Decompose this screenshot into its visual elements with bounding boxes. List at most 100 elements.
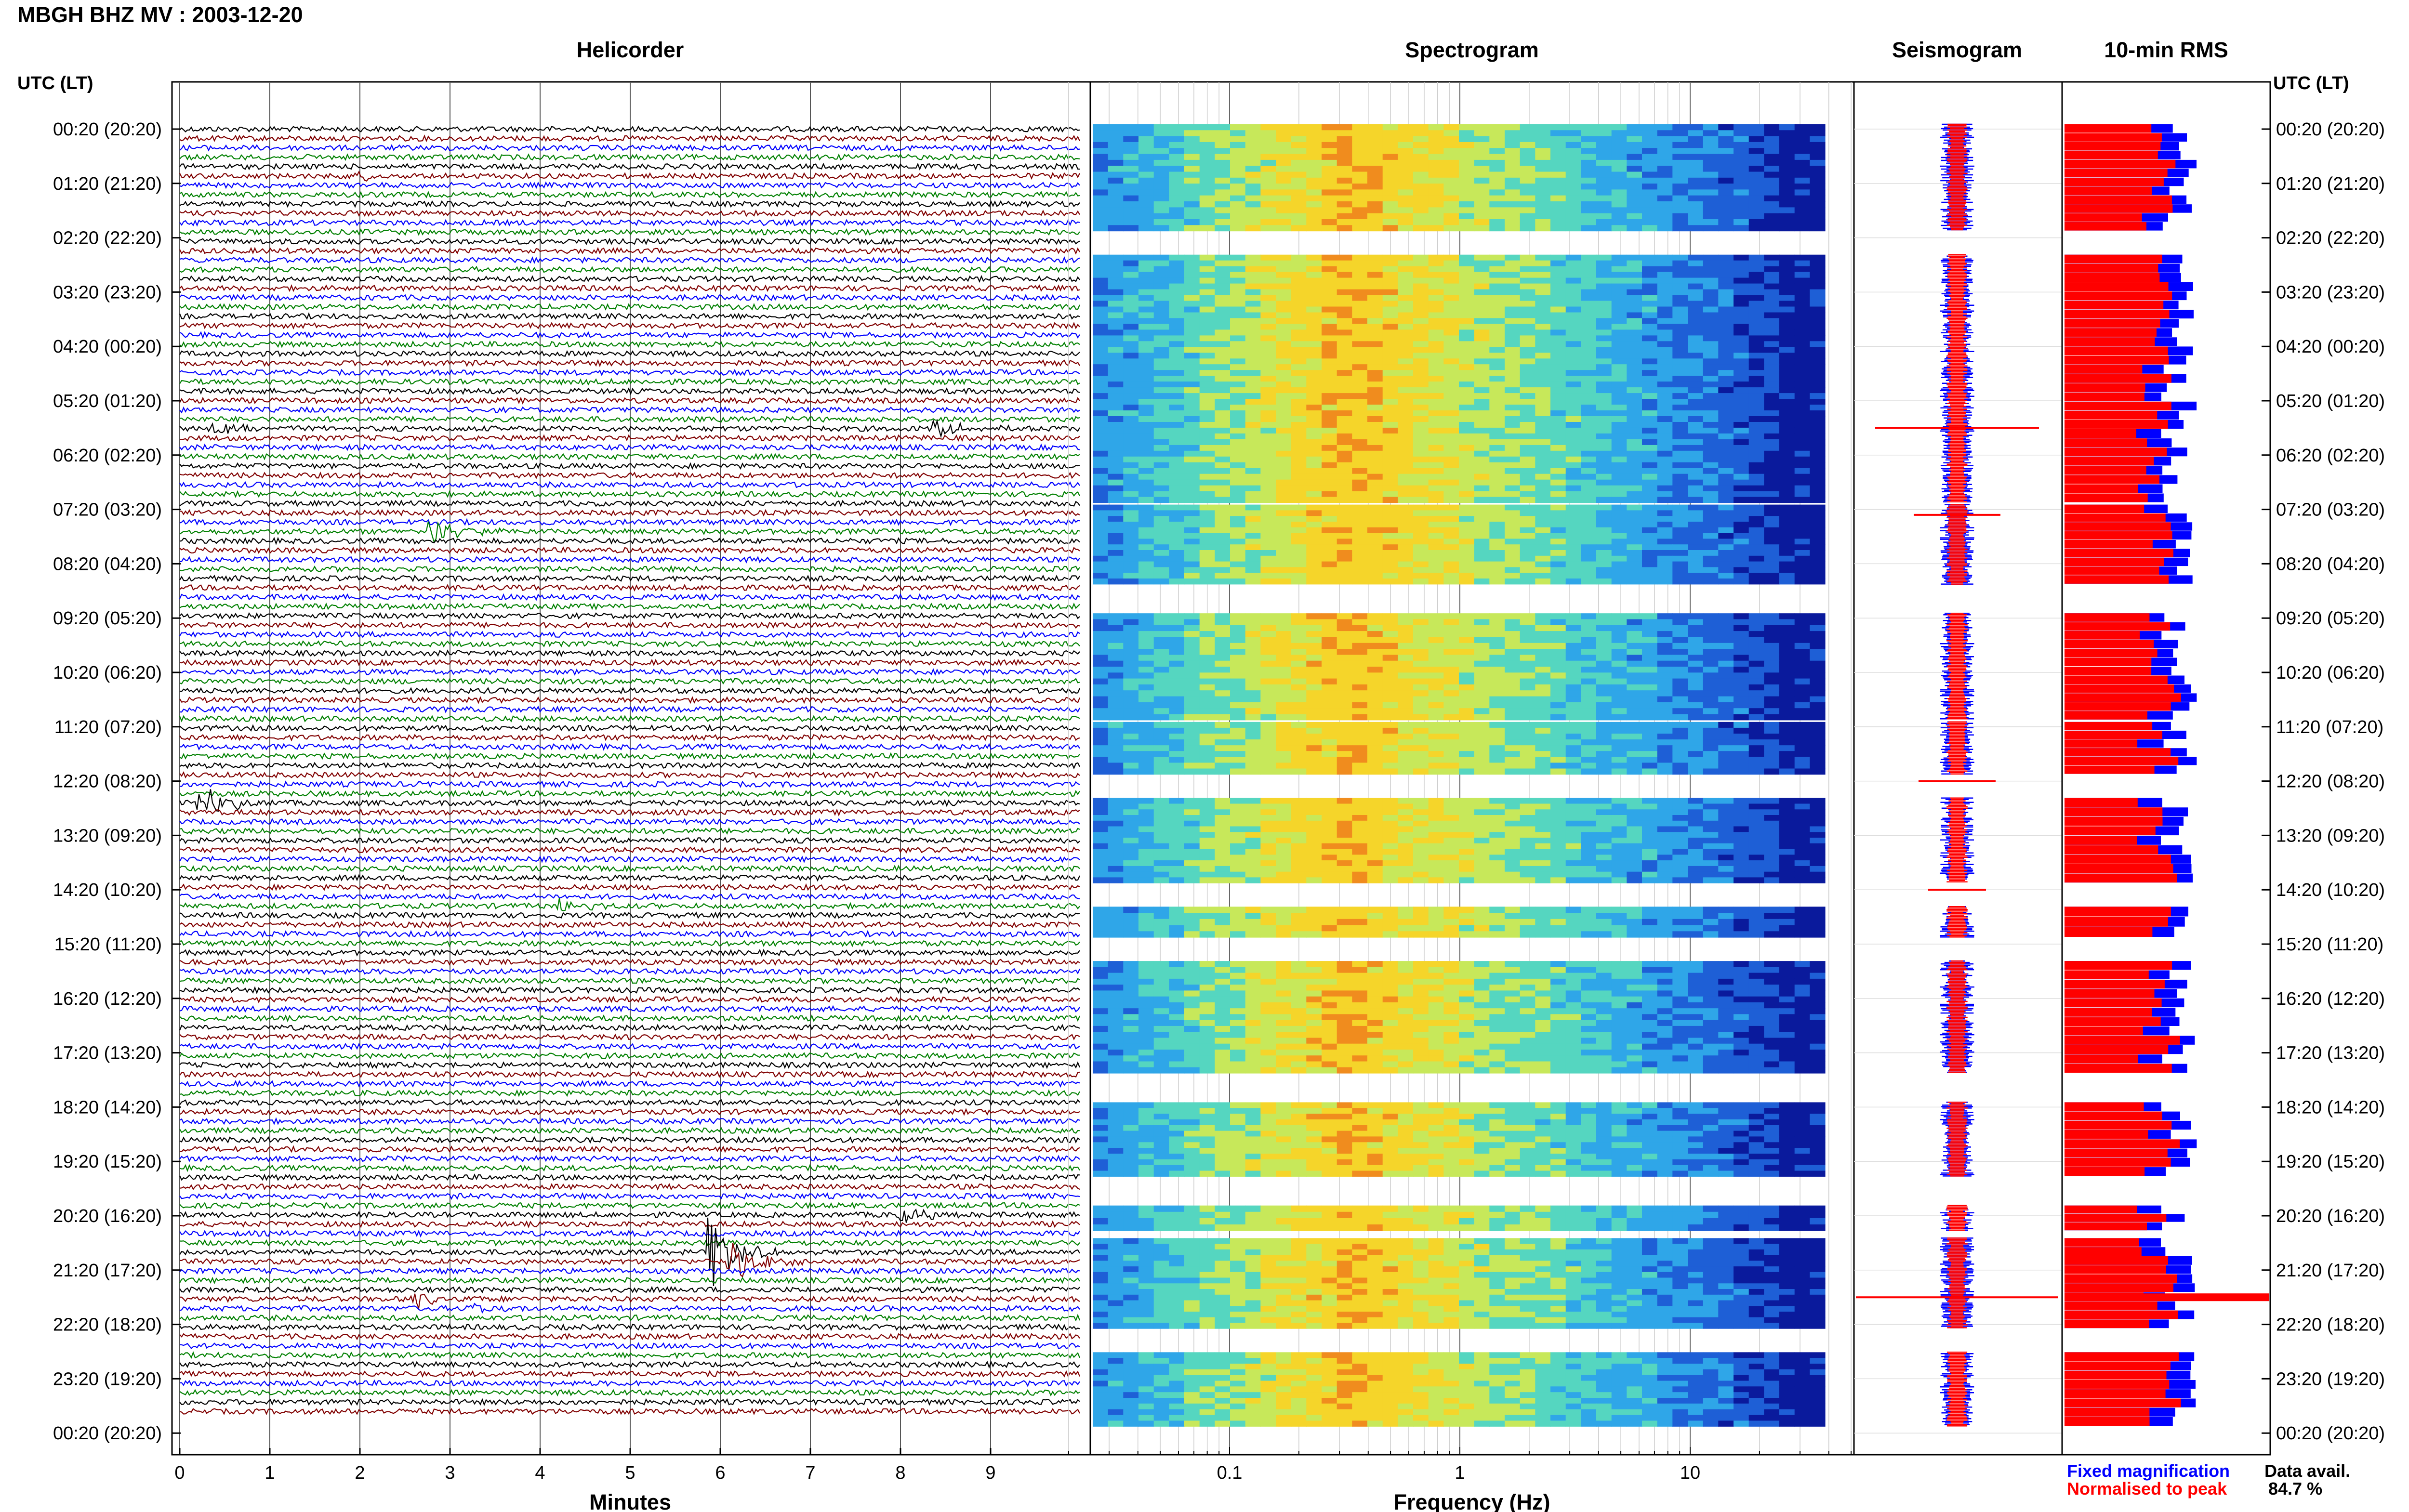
spectrogram-cell — [1398, 148, 1414, 155]
spectrogram-cell — [1535, 544, 1551, 551]
spectrogram-cell — [1779, 272, 1795, 278]
spectrogram-cell — [1306, 353, 1322, 359]
helicorder-trace — [179, 977, 1080, 985]
spectrogram-cell — [1764, 722, 1780, 728]
spectrogram-cell — [1535, 567, 1551, 573]
spectrogram-cell — [1703, 479, 1719, 486]
spectrogram-cell — [1230, 393, 1246, 399]
spectrogram-cell — [1169, 462, 1185, 469]
spectrogram-cell — [1291, 649, 1307, 655]
spectrogram-cell — [1245, 277, 1261, 284]
spectrogram-cell — [1642, 353, 1658, 359]
spectrogram-cell — [1367, 266, 1383, 273]
spectrogram-cell — [1306, 189, 1322, 196]
spectrogram-cell — [1245, 504, 1261, 511]
spectrogram-cell — [1459, 427, 1475, 434]
spectrogram-cell — [1291, 539, 1307, 545]
spectrogram-cell — [1581, 497, 1597, 503]
spectrogram-cell — [1138, 544, 1154, 551]
spectrogram-cell — [1306, 219, 1322, 225]
spectrogram-cell — [1138, 672, 1154, 679]
spectrogram-cell — [1550, 485, 1566, 492]
spectrogram-cell — [1581, 422, 1597, 428]
spectrogram-cell — [1230, 473, 1246, 480]
spectrogram-cell — [1215, 655, 1231, 661]
spectrogram-cell — [1260, 573, 1276, 579]
helicorder-trace — [179, 171, 1080, 182]
spectrogram-cell — [1520, 335, 1535, 342]
spectrogram-cell — [1428, 329, 1444, 336]
helicorder-trace — [179, 612, 1080, 620]
spectrogram-cell — [1474, 376, 1490, 382]
spectrogram-cell — [1123, 381, 1139, 388]
spectrogram-cell — [1611, 219, 1627, 225]
spectrogram-cell — [1734, 672, 1749, 679]
spectrogram-cell — [1627, 544, 1642, 551]
spectrogram-cell — [1169, 527, 1185, 534]
spectrogram-cell — [1550, 714, 1566, 721]
spectrogram-cell — [1108, 159, 1124, 166]
spectrogram-cell — [1581, 613, 1597, 620]
spectrogram-cell — [1413, 727, 1429, 734]
spectrogram-cell — [1718, 136, 1734, 143]
spectrogram-cell — [1230, 364, 1246, 370]
spectrogram-cell — [1245, 445, 1261, 451]
spectrogram-cell — [1779, 422, 1795, 428]
spectrogram-cell — [1535, 573, 1551, 579]
spectrogram-cell — [1703, 335, 1719, 342]
spectrogram-cell — [1565, 254, 1581, 261]
spectrogram-cell — [1535, 722, 1551, 728]
spectrogram-cell — [1794, 376, 1810, 382]
spectrogram-cell — [1764, 745, 1780, 751]
spectrogram-cell — [1443, 533, 1459, 539]
spectrogram-cell — [1596, 177, 1612, 184]
spectrogram-cell — [1489, 427, 1505, 434]
spectrogram-cell — [1367, 637, 1383, 644]
spectrogram-cell — [1138, 722, 1154, 728]
spectrogram-cell — [1153, 504, 1169, 511]
spectrogram-cell — [1123, 522, 1139, 528]
helicorder-trace — [179, 1220, 1080, 1228]
helicorder-x-tick-label: 0 — [174, 1463, 185, 1483]
spectrogram-cell — [1138, 433, 1154, 440]
spectrogram-cell — [1550, 295, 1566, 302]
spectrogram-cell — [1474, 579, 1490, 585]
spectrogram-cell — [1520, 410, 1535, 417]
spectrogram-cell — [1413, 450, 1429, 457]
spectrogram-cell — [1810, 301, 1826, 307]
spectrogram-cell — [1596, 376, 1612, 382]
spectrogram-cell — [1718, 745, 1734, 751]
spectrogram-cell — [1642, 376, 1658, 382]
spectrogram-cell — [1642, 678, 1658, 685]
spectrogram-cell — [1688, 433, 1704, 440]
spectrogram-cell — [1520, 329, 1535, 336]
spectrogram-cell — [1322, 462, 1337, 469]
spectrogram-cell — [1352, 416, 1368, 422]
spectrogram-cell — [1322, 504, 1337, 511]
spectrogram-cell — [1734, 678, 1749, 685]
spectrogram-cell — [1169, 301, 1185, 307]
spectrogram-cell — [1748, 306, 1764, 313]
spectrogram-cell — [1306, 510, 1322, 516]
spectrogram-cell — [1459, 358, 1475, 365]
spectrogram-cell — [1565, 473, 1581, 480]
spectrogram-cell — [1810, 225, 1826, 232]
spectrogram-cell — [1764, 473, 1780, 480]
spectrogram-cell — [1108, 527, 1124, 534]
spectrogram-cell — [1199, 318, 1215, 324]
spectrogram-cell — [1230, 643, 1246, 649]
spectrogram-cell — [1108, 219, 1124, 225]
spectrogram-cell — [1382, 516, 1398, 522]
spectrogram-cell — [1520, 148, 1535, 155]
spectrogram-cell — [1352, 734, 1368, 740]
helicorder-trace — [179, 752, 1080, 760]
spectrogram-cell — [1322, 207, 1337, 214]
spectrogram-cell — [1093, 329, 1109, 336]
spectrogram-cell — [1382, 727, 1398, 734]
spectrogram-cell — [1688, 751, 1704, 757]
spectrogram-cell — [1153, 527, 1169, 534]
spectrogram-cell — [1093, 207, 1109, 214]
spectrogram-cell — [1306, 684, 1322, 691]
spectrogram-cell — [1703, 381, 1719, 388]
spectrogram-cell — [1596, 684, 1612, 691]
